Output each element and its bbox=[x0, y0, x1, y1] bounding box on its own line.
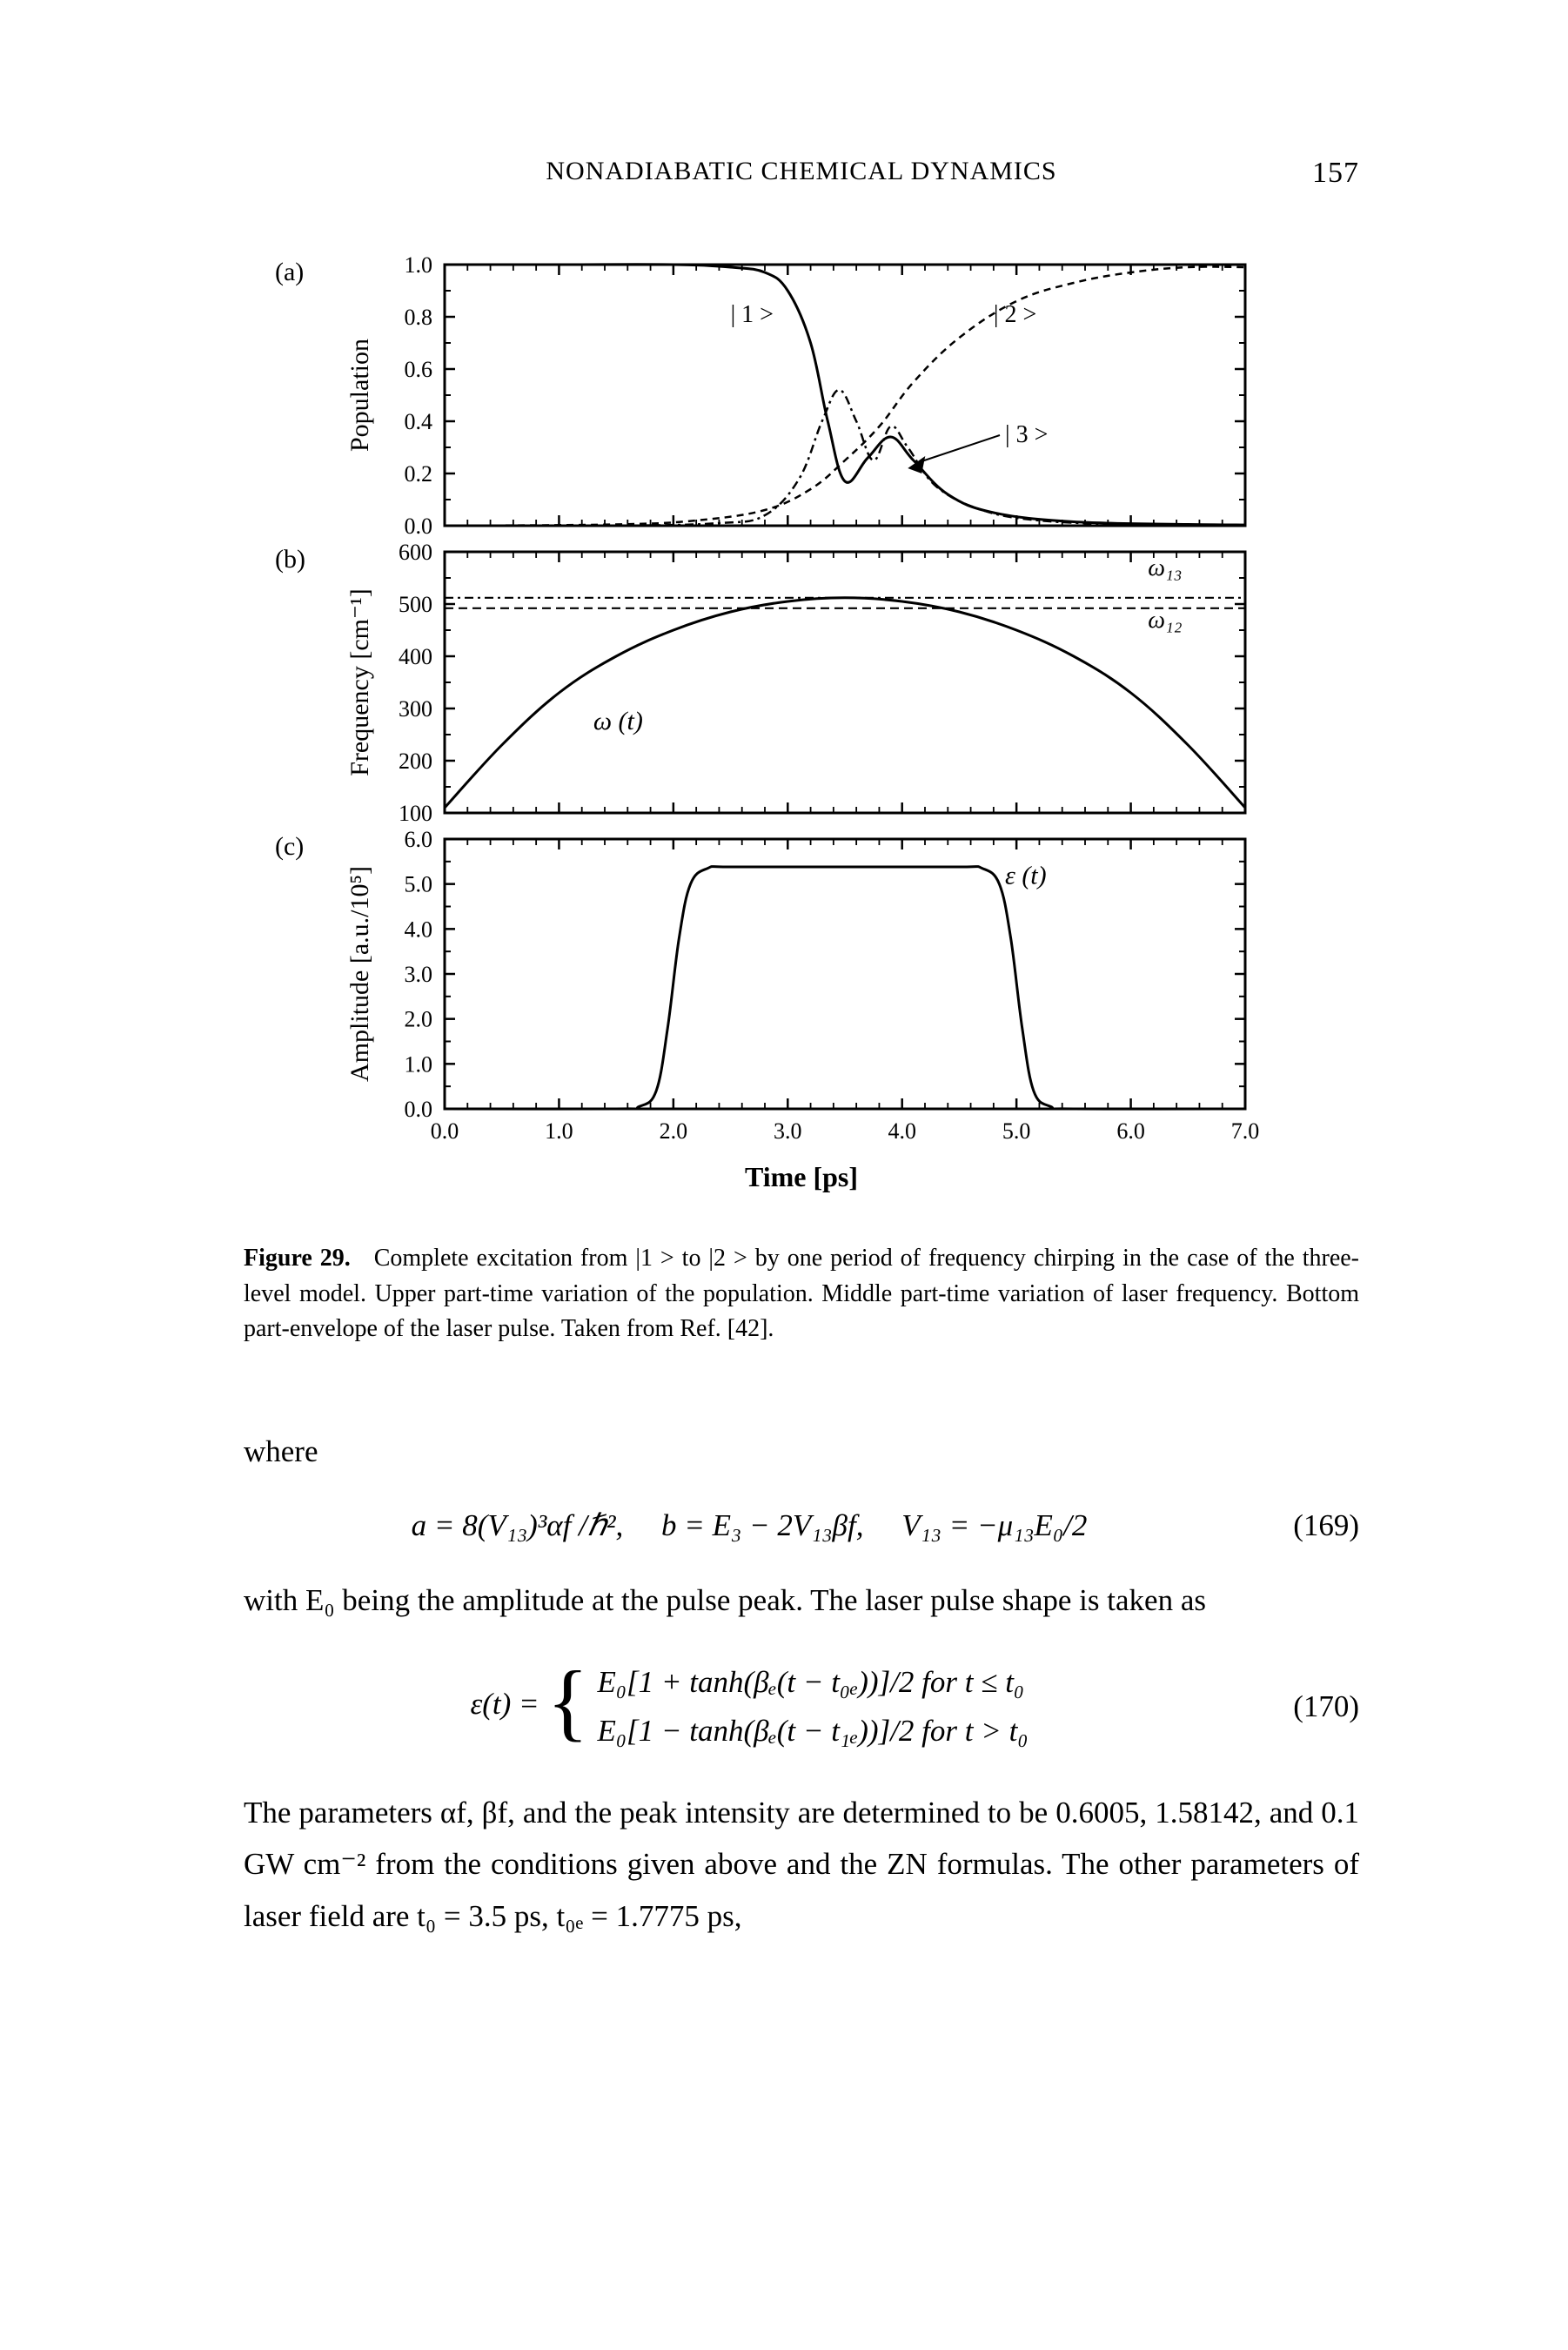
svg-text:0.4: 0.4 bbox=[405, 409, 433, 434]
svg-text:3.0: 3.0 bbox=[774, 1118, 802, 1144]
eq169-num: (169) bbox=[1255, 1508, 1359, 1543]
eq170-case2: E₀[1 − tanh(βₑ(t − t₁ₑ))]/2 for t > t₀ bbox=[597, 1714, 1028, 1748]
svg-text:ε (t): ε (t) bbox=[1005, 862, 1047, 890]
svg-text:500: 500 bbox=[399, 592, 432, 617]
svg-text:200: 200 bbox=[399, 749, 432, 774]
svg-text:| 1 >: | 1 > bbox=[731, 301, 774, 328]
svg-text:| 3 >: | 3 > bbox=[1005, 421, 1048, 448]
eq169-a: a = 8(V₁₃)³αf /ℏ², bbox=[412, 1508, 624, 1542]
svg-text:Population: Population bbox=[345, 339, 374, 452]
page-number: 157 bbox=[1312, 157, 1359, 190]
svg-text:0.0: 0.0 bbox=[405, 1097, 433, 1122]
eq169-b: b = E₃ − 2V₁₃βf, bbox=[661, 1508, 863, 1542]
svg-text:Amplitude [a.u./10⁵]: Amplitude [a.u./10⁵] bbox=[345, 866, 374, 1082]
eq169-v: V₁₃ = −μ₁₃E₀/2 bbox=[901, 1508, 1087, 1542]
svg-text:0.0: 0.0 bbox=[405, 514, 433, 539]
caption-lead: Figure 29. bbox=[244, 1245, 351, 1272]
svg-text:0.0: 0.0 bbox=[431, 1118, 459, 1144]
page: NONADIABATIC CHEMICAL DYNAMICS 157 (a) 0… bbox=[0, 0, 1568, 2350]
panel-c-label: (c) bbox=[275, 832, 304, 862]
svg-text:0.6: 0.6 bbox=[405, 357, 433, 382]
svg-text:4.0: 4.0 bbox=[888, 1118, 916, 1144]
svg-text:6.0: 6.0 bbox=[405, 830, 433, 852]
eq170-case1: E₀[1 + tanh(βₑ(t − t₀ₑ))]/2 for t ≤ t₀ bbox=[597, 1665, 1024, 1699]
figure-caption: Figure 29. Complete excitation from |1 >… bbox=[244, 1241, 1359, 1347]
panel-b-label: (b) bbox=[275, 545, 305, 574]
svg-text:ω₁₂: ω₁₂ bbox=[1148, 607, 1183, 634]
figure-29: (a) 0.00.20.40.60.81.0Population| 1 >| 2… bbox=[340, 256, 1263, 1193]
svg-text:100: 100 bbox=[399, 801, 432, 826]
running-head-text: NONADIABATIC CHEMICAL DYNAMICS bbox=[546, 157, 1056, 185]
running-head: NONADIABATIC CHEMICAL DYNAMICS 157 bbox=[244, 157, 1359, 186]
svg-text:2.0: 2.0 bbox=[660, 1118, 688, 1144]
para-mid: with E₀ being the amplitude at the pulse… bbox=[244, 1574, 1359, 1627]
panel-a-chart: 0.0 0.2 0.4 0.6 0.8 1.0 Population | 1 > | 2 > | … bbox=[340, 256, 1263, 543]
svg-text:300: 300 bbox=[399, 696, 432, 722]
svg-text:ω₁₃: ω₁₃ bbox=[1148, 554, 1182, 581]
svg-text:4.0: 4.0 bbox=[405, 916, 433, 942]
svg-text:0.2: 0.2 bbox=[405, 461, 433, 487]
svg-text:5.0: 5.0 bbox=[1002, 1118, 1031, 1144]
svg-text:| 2 >: | 2 > bbox=[994, 301, 1036, 328]
panel-b-chart: 100 200 300 400 500 600 Frequency [cm⁻¹] ω (t) ω… bbox=[340, 543, 1263, 830]
svg-text:600: 600 bbox=[399, 543, 432, 565]
eq170-num: (170) bbox=[1255, 1689, 1359, 1724]
para-end: The parameters αf, βf, and the peak inte… bbox=[244, 1787, 1359, 1943]
svg-text:Frequency [cm⁻¹]: Frequency [cm⁻¹] bbox=[345, 588, 374, 776]
panel-c-chart: 0.0 1.0 2.0 3.0 4.0 5.0 6.0 0.0 1.0 2.0 3.0 4.0 5.0 6… bbox=[340, 830, 1263, 1152]
equation-170: ε(t) = { E₀[1 + tanh(βₑ(t − t₀ₑ))]/2 for… bbox=[244, 1658, 1359, 1756]
svg-text:5.0: 5.0 bbox=[405, 872, 433, 897]
svg-text:1.0: 1.0 bbox=[405, 1051, 433, 1077]
svg-text:400: 400 bbox=[399, 644, 432, 669]
x-axis-title: Time [ps] bbox=[340, 1161, 1263, 1193]
svg-text:0.8: 0.8 bbox=[405, 305, 433, 330]
para-where: where bbox=[244, 1426, 1359, 1478]
equation-169: a = 8(V₁₃)³αf /ℏ², b = E₃ − 2V₁₃βf, V₁₃ … bbox=[244, 1508, 1359, 1543]
svg-text:2.0: 2.0 bbox=[405, 1007, 433, 1032]
svg-text:1.0: 1.0 bbox=[405, 256, 433, 278]
svg-text:6.0: 6.0 bbox=[1116, 1118, 1145, 1144]
svg-text:3.0: 3.0 bbox=[405, 962, 433, 987]
svg-text:ω (t): ω (t) bbox=[593, 707, 643, 735]
caption-text: Complete excitation from |1 > to |2 > by… bbox=[244, 1245, 1359, 1342]
svg-text:1.0: 1.0 bbox=[545, 1118, 573, 1144]
panel-a-label: (a) bbox=[275, 258, 304, 287]
svg-text:7.0: 7.0 bbox=[1231, 1118, 1260, 1144]
eq170-lhs: ε(t) = bbox=[470, 1687, 539, 1721]
